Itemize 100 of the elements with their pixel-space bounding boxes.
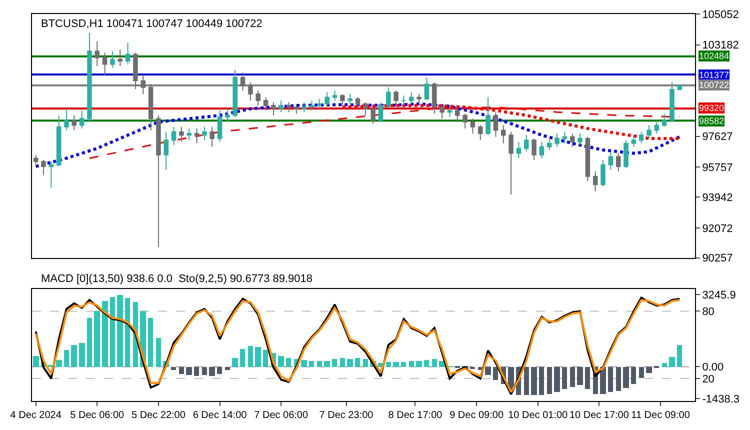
candlestick [440, 103, 444, 120]
y2-tick-label: 80 [702, 306, 714, 318]
bar [171, 366, 176, 370]
candlestick [631, 134, 636, 148]
candlestick [317, 98, 322, 110]
candlestick [355, 96, 360, 110]
x-tick-label: 11 Dec 09:00 [631, 410, 690, 421]
bar [194, 366, 199, 376]
bar [324, 360, 330, 367]
bar [232, 358, 238, 367]
x-tick-label: 9 Dec 09:00 [450, 410, 504, 421]
x-tick-label: 7 Dec 06:00 [254, 410, 308, 421]
bar [117, 294, 123, 367]
bar [424, 360, 429, 367]
candlestick [524, 134, 529, 152]
candlestick [670, 82, 674, 122]
x-tick-label: 10 Dec 01:00 [508, 410, 568, 421]
y2-tick-label: 20 [702, 373, 714, 386]
candlestick [186, 128, 192, 141]
bar [286, 358, 291, 367]
bar [524, 366, 529, 395]
bar [554, 366, 560, 392]
bar [669, 356, 675, 367]
bar [562, 366, 567, 389]
bar [110, 296, 115, 367]
bar [332, 358, 337, 367]
candlestick [409, 92, 414, 104]
candlestick [324, 92, 330, 106]
candlestick [56, 114, 62, 167]
candlestick [462, 113, 468, 130]
y-tick-label: -1438.3 [702, 394, 740, 406]
candlestick [248, 82, 253, 102]
bar [102, 300, 108, 367]
candlestick [624, 140, 628, 169]
ref-line-label: 101377 [699, 70, 730, 80]
candlestick [348, 93, 352, 104]
bar [409, 360, 414, 367]
bar [202, 366, 207, 375]
candlestick [546, 138, 552, 150]
candlestick [654, 121, 660, 134]
bar [87, 318, 92, 367]
x-tick-label: 6 Dec 14:00 [192, 410, 248, 421]
x-tick-label: 4 Dec 2024 [10, 410, 62, 421]
ref-line-label: 102484 [699, 51, 730, 61]
y-tick-label: 103182 [702, 40, 739, 52]
candlestick [240, 72, 246, 92]
y-tick-label: 97627 [702, 131, 733, 144]
candlestick [64, 108, 69, 131]
candlestick [48, 161, 54, 188]
candlestick [432, 82, 437, 114]
bar [662, 362, 667, 367]
x-tick-label: 5 Dec 22:00 [132, 410, 186, 421]
candlestick [309, 100, 314, 111]
bar [639, 366, 644, 378]
candlestick [570, 133, 575, 148]
candlestick [164, 131, 169, 170]
candlestick [516, 141, 522, 159]
candlestick [501, 124, 506, 144]
bar [547, 366, 552, 394]
candlestick [332, 90, 338, 102]
bar [616, 366, 621, 391]
candlestick [87, 32, 92, 122]
candlestick [370, 106, 376, 124]
candlestick [600, 159, 606, 187]
bar [79, 342, 85, 367]
ref-line-label: 100722 [699, 80, 730, 90]
bar [646, 366, 652, 373]
bar [225, 366, 230, 370]
bar [309, 360, 314, 367]
bar [531, 366, 537, 395]
x-tick-label: 5 Dec 06:00 [70, 410, 125, 421]
candlestick [455, 108, 460, 122]
candlestick [592, 170, 598, 192]
candlestick [133, 52, 138, 90]
candlestick [638, 131, 644, 144]
candlestick [562, 131, 568, 144]
candlestick [156, 114, 161, 248]
bar [539, 366, 544, 395]
candlestick [278, 100, 284, 113]
candlestick [110, 50, 115, 68]
chart-title: BTCUSD,H1 100471 100747 100449 100722 [41, 18, 262, 30]
bar [416, 360, 422, 367]
y-tick-label: 90257 [702, 252, 733, 265]
candlestick [210, 126, 214, 148]
candlestick [378, 102, 384, 122]
bar [493, 366, 498, 380]
candlestick [662, 113, 667, 128]
candlestick [416, 93, 422, 104]
bar [317, 360, 322, 367]
bar [363, 358, 368, 367]
bar [600, 366, 606, 394]
candlestick [102, 52, 108, 76]
bar [186, 366, 192, 375]
bar [677, 344, 682, 367]
candlestick [470, 118, 476, 134]
bar [570, 366, 575, 387]
candlestick [72, 114, 77, 131]
candlestick [363, 102, 368, 116]
y-tick-label: 92072 [702, 222, 733, 235]
candlestick [202, 126, 207, 141]
